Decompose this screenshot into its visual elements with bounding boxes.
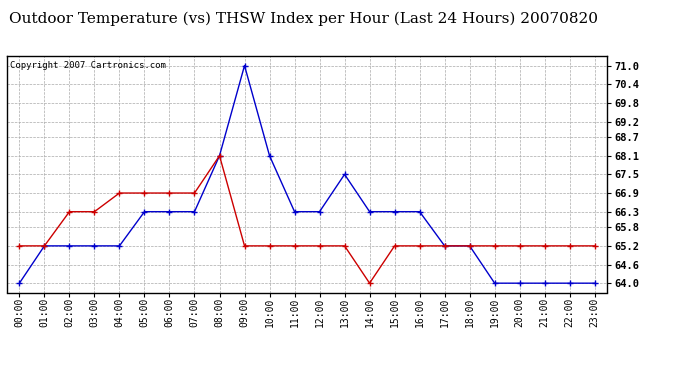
- Text: Outdoor Temperature (vs) THSW Index per Hour (Last 24 Hours) 20070820: Outdoor Temperature (vs) THSW Index per …: [9, 11, 598, 26]
- Text: Copyright 2007 Cartronics.com: Copyright 2007 Cartronics.com: [10, 61, 166, 70]
